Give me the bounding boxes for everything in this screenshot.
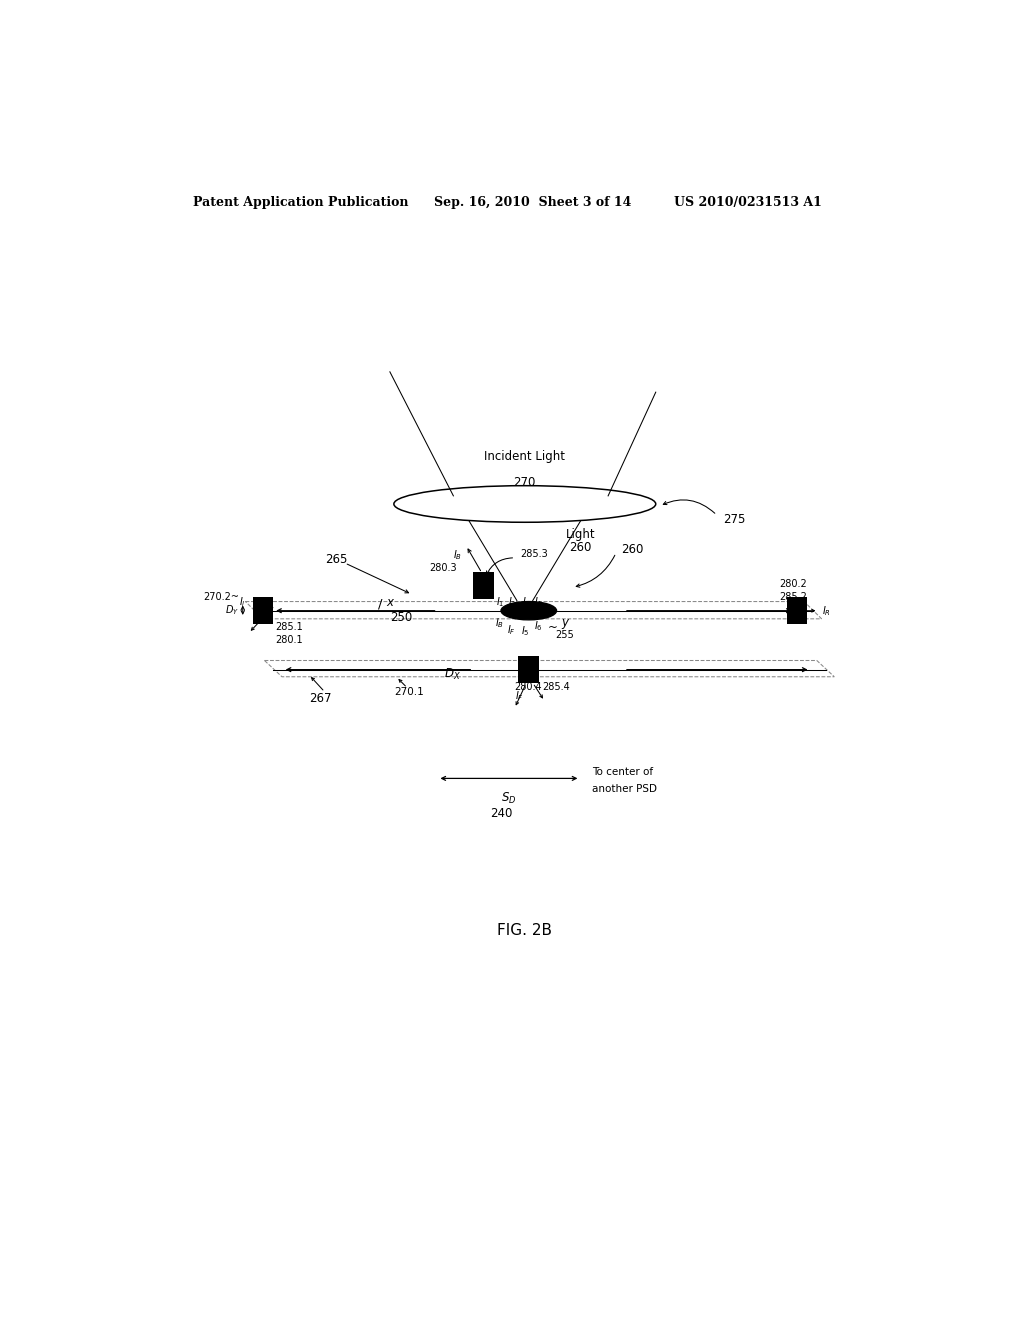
- Text: 275: 275: [723, 512, 745, 525]
- Text: FIG. 2B: FIG. 2B: [498, 924, 552, 939]
- Text: 267: 267: [309, 692, 332, 705]
- Text: 255: 255: [555, 630, 573, 640]
- Text: /: /: [378, 597, 383, 610]
- Text: 260: 260: [622, 544, 644, 556]
- Text: $D_X$: $D_X$: [443, 667, 461, 682]
- Bar: [253, 598, 273, 624]
- Text: $I_6$: $I_6$: [534, 619, 543, 632]
- Bar: [518, 656, 539, 682]
- Text: 285.1: 285.1: [274, 622, 302, 632]
- Text: $I_4$: $I_4$: [535, 595, 543, 610]
- Text: $I_B$: $I_B$: [454, 548, 463, 562]
- Text: 280.3: 280.3: [430, 564, 457, 573]
- Text: Light: Light: [565, 528, 595, 541]
- Text: Sep. 16, 2010  Sheet 3 of 14: Sep. 16, 2010 Sheet 3 of 14: [433, 195, 631, 209]
- Text: To center of: To center of: [592, 767, 653, 777]
- Text: 280.2: 280.2: [778, 579, 807, 589]
- Text: US 2010/0231513 A1: US 2010/0231513 A1: [674, 195, 822, 209]
- Text: $S_D$: $S_D$: [501, 791, 517, 805]
- Text: $I_B$: $I_B$: [495, 616, 504, 630]
- Ellipse shape: [501, 602, 557, 620]
- Text: Incident Light: Incident Light: [484, 450, 565, 463]
- Text: 260: 260: [569, 541, 592, 554]
- Bar: [473, 572, 494, 598]
- Text: 265: 265: [325, 553, 347, 566]
- Text: 285.2: 285.2: [778, 593, 807, 602]
- Text: $D_Y$: $D_Y$: [224, 603, 239, 616]
- Text: $I_5$: $I_5$: [521, 624, 529, 638]
- Text: $I_F$: $I_F$: [515, 689, 524, 704]
- Bar: [786, 598, 807, 624]
- Text: 285.4: 285.4: [543, 682, 570, 692]
- Text: $I_3$: $I_3$: [521, 595, 530, 610]
- Text: $y$: $y$: [561, 616, 570, 631]
- Text: 270.2~: 270.2~: [203, 591, 239, 602]
- Text: ~: ~: [548, 620, 558, 634]
- Text: Patent Application Publication: Patent Application Publication: [194, 195, 409, 209]
- Text: $I_F$: $I_F$: [507, 623, 516, 638]
- Text: 270.1: 270.1: [394, 686, 424, 697]
- Text: $I_2$: $I_2$: [508, 595, 516, 610]
- Text: $I_l$: $I_l$: [240, 595, 246, 610]
- Text: $I_1$: $I_1$: [497, 595, 505, 610]
- Text: 270: 270: [514, 475, 536, 488]
- Text: 250: 250: [390, 611, 412, 624]
- Text: 280.1: 280.1: [274, 635, 302, 645]
- Text: another PSD: another PSD: [592, 784, 657, 793]
- Text: 240: 240: [489, 807, 512, 820]
- Text: 285.3: 285.3: [520, 549, 548, 558]
- Text: 280.4: 280.4: [514, 682, 542, 692]
- Text: $I_R$: $I_R$: [821, 603, 830, 618]
- Text: $x$: $x$: [386, 597, 395, 609]
